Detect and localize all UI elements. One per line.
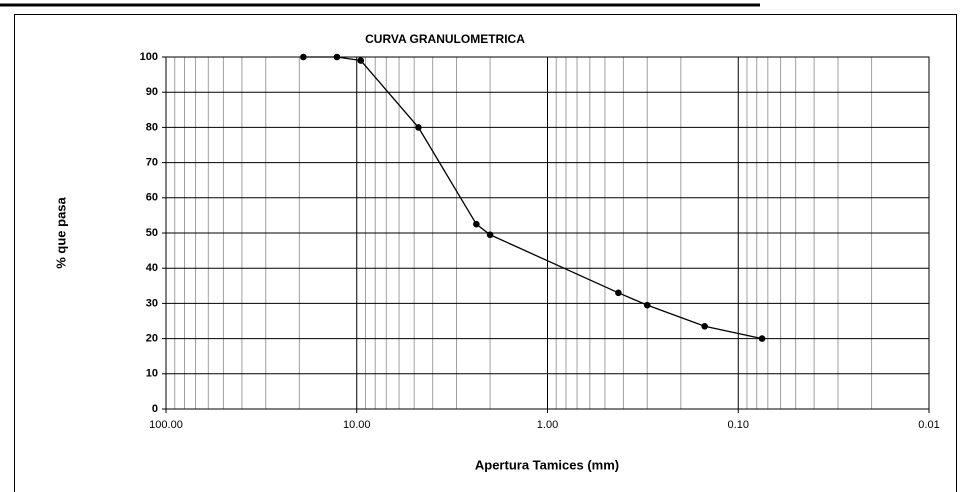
chart-frame xyxy=(14,14,957,492)
x-tick-label: 0.10 xyxy=(728,419,749,431)
data-point xyxy=(615,289,622,297)
data-point xyxy=(300,53,307,61)
data-point xyxy=(333,53,341,61)
data-point xyxy=(357,57,365,64)
y-tick-label: 40 xyxy=(146,262,158,274)
y-tick-label: 90 xyxy=(146,86,158,98)
data-point xyxy=(415,124,422,131)
y-tick-label: 100 xyxy=(140,51,158,63)
y-tick-label: 80 xyxy=(146,121,158,133)
y-tick-label: 60 xyxy=(146,192,158,204)
y-tick-label: 10 xyxy=(146,368,158,380)
x-tick-label: 10.00 xyxy=(343,419,371,431)
y-tick-label: 30 xyxy=(146,297,158,309)
data-point xyxy=(643,301,651,309)
x-tick-label: 100.00 xyxy=(149,419,183,431)
y-tick-label: 0 xyxy=(152,403,158,415)
data-point xyxy=(473,220,480,228)
data-line xyxy=(303,56,763,340)
chart-title: CURVA GRANULOMETRICA xyxy=(365,32,525,46)
data-point xyxy=(486,231,494,239)
y-tick-label: 20 xyxy=(146,333,158,345)
data-point xyxy=(758,335,766,342)
plot-border xyxy=(165,56,930,410)
y-axis-label: % que pasa xyxy=(53,196,68,268)
y-tick-label: 70 xyxy=(146,157,158,169)
x-tick-label: 1.00 xyxy=(537,419,558,431)
x-tick-label: 0.01 xyxy=(918,419,939,431)
y-tick-label: 50 xyxy=(146,227,158,239)
data-point xyxy=(701,322,708,330)
x-axis-label: Apertura Tamices (mm) xyxy=(475,457,619,472)
